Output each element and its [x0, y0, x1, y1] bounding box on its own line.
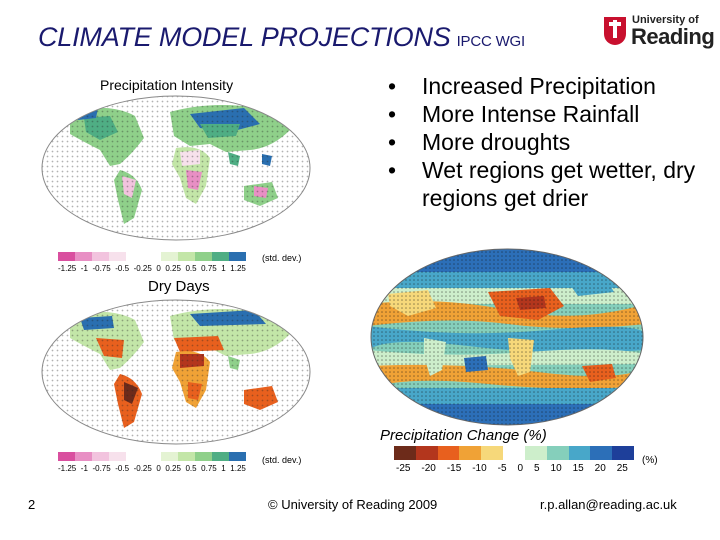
tick: 0 — [517, 463, 524, 474]
tick: -15 — [446, 463, 462, 474]
precip-intensity-colorbar — [58, 252, 247, 261]
bullet-text: More Intense Rainfall — [422, 101, 640, 127]
logo-line2: Reading — [631, 24, 715, 49]
crest-icon — [604, 17, 626, 45]
bullet-text: More droughts — [422, 129, 571, 155]
page-number: 2 — [28, 497, 36, 512]
precip-intensity-ticks: -1.25 -1 -0.75 -0.5 -0.25 0 0.25 0.5 0.7… — [58, 264, 246, 273]
tick: 15 — [572, 463, 584, 474]
slide-title: CLIMATE MODEL PROJECTIONS IPCC WGI — [38, 22, 525, 53]
university-logo: University of Reading — [604, 14, 715, 54]
tick: -20 — [421, 463, 436, 474]
precip-change-label: Precipitation Change (%) — [380, 427, 547, 444]
tick: -1 — [80, 264, 88, 273]
bullet-dot-icon: • — [388, 73, 397, 99]
bullet-item: • More Intense Rainfall — [388, 100, 708, 128]
tick: 0 — [156, 264, 161, 273]
tick: -5 — [497, 463, 507, 474]
bullet-dot-icon: • — [388, 157, 397, 183]
dry-days-ticks: -1.25 -1 -0.75 -0.5 -0.25 0 0.25 0.5 0.7… — [58, 464, 246, 473]
tick: 0.25 — [165, 464, 181, 473]
tick: -10 — [472, 463, 487, 474]
contact-email: r.p.allan@reading.ac.uk — [540, 497, 677, 512]
precip-change-colorbar — [394, 446, 634, 460]
dry-days-label: Dry Days — [148, 278, 210, 295]
tick: -25 — [396, 463, 411, 474]
precip-intensity-map — [40, 94, 312, 242]
logo-line1: University of — [632, 14, 699, 26]
tick: -1 — [80, 464, 88, 473]
tick: 10 — [550, 463, 562, 474]
tick: 0.5 — [185, 264, 197, 273]
tick: 0.5 — [185, 464, 197, 473]
tick: 0 — [156, 464, 161, 473]
tick: 1 — [221, 264, 226, 273]
bullet-dot-icon: • — [388, 129, 397, 155]
tick: 0.25 — [165, 264, 181, 273]
tick: 25 — [616, 463, 628, 474]
precip-change-map — [368, 246, 646, 428]
precip-intensity-unit: (std. dev.) — [262, 253, 302, 263]
tick: -0.75 — [92, 464, 111, 473]
precip-change-ticks: -25 -20 -15 -10 -5 0 5 10 15 20 25 — [396, 463, 628, 474]
tick: 0.75 — [201, 464, 217, 473]
dry-days-map — [40, 298, 312, 446]
dry-days-colorbar — [58, 452, 247, 461]
bullet-item: • More droughts — [388, 128, 708, 156]
tick: -1.25 — [58, 464, 77, 473]
precip-change-unit: (%) — [642, 455, 658, 466]
dry-days-unit: (std. dev.) — [262, 455, 302, 465]
tick: -1.25 — [58, 264, 77, 273]
tick: 1.25 — [230, 464, 246, 473]
bullet-item: • Wet regions get wetter, dry regions get… — [388, 156, 708, 212]
tick: -0.25 — [133, 264, 152, 273]
copyright-text: © University of Reading 2009 — [268, 497, 438, 512]
tick: -0.5 — [115, 264, 130, 273]
slide-title-main: CLIMATE MODEL PROJECTIONS — [38, 22, 451, 52]
tick: 0.75 — [201, 264, 217, 273]
bullet-item: • Increased Precipitation — [388, 72, 708, 100]
bullet-text: Wet regions get wetter, dry regions get … — [422, 157, 696, 211]
tick: 20 — [594, 463, 606, 474]
precip-intensity-label: Precipitation Intensity — [100, 77, 234, 93]
tick: 5 — [534, 463, 540, 474]
tick: 1.25 — [230, 264, 246, 273]
tick: -0.25 — [133, 464, 152, 473]
tick: -0.75 — [92, 264, 111, 273]
bullet-dot-icon: • — [388, 101, 397, 127]
tick: -0.5 — [115, 464, 130, 473]
slide-title-suffix: IPCC WGI — [456, 33, 526, 50]
bullet-text: Increased Precipitation — [422, 73, 656, 99]
tick: 1 — [221, 464, 226, 473]
bullet-list: • Increased Precipitation • More Intense R… — [388, 72, 708, 212]
